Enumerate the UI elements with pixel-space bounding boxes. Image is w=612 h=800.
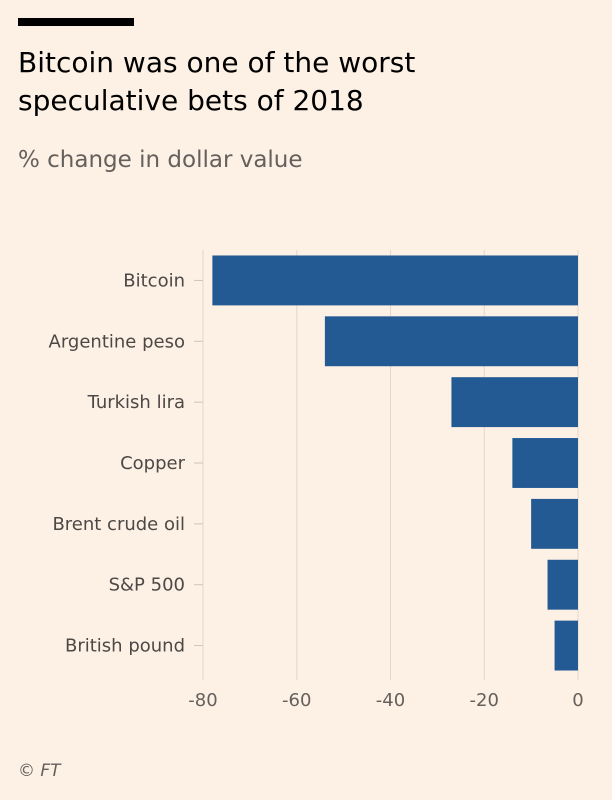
bar bbox=[554, 620, 578, 671]
bar bbox=[547, 559, 578, 610]
category-label: Brent crude oil bbox=[52, 514, 185, 535]
category-label: Copper bbox=[120, 453, 186, 474]
category-label: Turkish lira bbox=[87, 392, 185, 413]
x-tick-labels: -80 -60 -40 -20 0 bbox=[188, 690, 583, 711]
bars bbox=[212, 255, 578, 671]
source-note: © FT bbox=[18, 761, 61, 781]
bar bbox=[531, 498, 578, 549]
bar bbox=[512, 438, 578, 488]
category-label: British pound bbox=[65, 636, 185, 657]
x-tick-label: -20 bbox=[470, 690, 499, 711]
x-tick-label: -80 bbox=[188, 690, 217, 711]
top-rule bbox=[18, 18, 134, 26]
category-label: Bitcoin bbox=[123, 270, 185, 291]
chart-subtitle: % change in dollar value bbox=[18, 147, 303, 173]
x-tick-label: -60 bbox=[282, 690, 311, 711]
bar bbox=[212, 255, 578, 306]
bar bbox=[451, 377, 578, 428]
bar bbox=[324, 316, 578, 367]
category-label: S&P 500 bbox=[109, 575, 185, 596]
x-tick-label: -40 bbox=[376, 690, 405, 711]
category-labels: Bitcoin Argentine peso Turkish lira Copper B… bbox=[49, 270, 203, 657]
category-label: Argentine peso bbox=[49, 331, 185, 352]
chart-title: Bitcoin was one of the worst speculative… bbox=[18, 46, 416, 117]
x-tick-label: 0 bbox=[572, 690, 583, 711]
